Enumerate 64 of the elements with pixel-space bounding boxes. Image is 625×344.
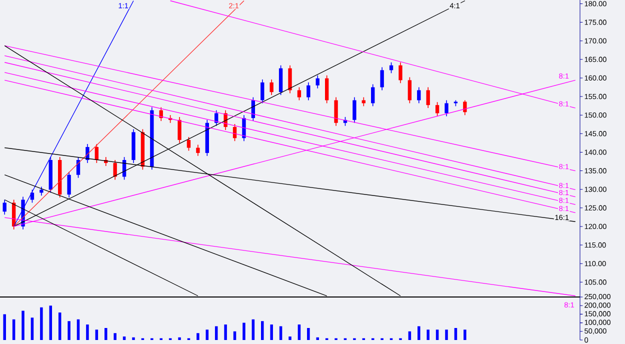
bar: [316, 337, 320, 340]
bar: [298, 324, 301, 340]
candlestick: [444, 100, 448, 117]
candlestick: [435, 102, 440, 117]
candlestick: [76, 156, 80, 178]
bar: [12, 319, 16, 340]
candlestick: [380, 66, 384, 91]
candlestick: [306, 82, 310, 101]
candlestick: [408, 76, 412, 104]
bar: [288, 336, 292, 340]
bar: [114, 333, 116, 340]
bar: [68, 321, 70, 340]
bar: [30, 318, 34, 340]
candlestick: [417, 86, 421, 104]
bar: [252, 319, 255, 340]
bar: [3, 314, 6, 340]
candlestick: [260, 79, 264, 104]
bar: [40, 307, 43, 340]
candlestick: [214, 110, 218, 126]
bar: [95, 330, 98, 340]
bar: [261, 321, 264, 340]
bar: [76, 319, 80, 340]
candlestick: [426, 86, 430, 108]
bar: [58, 312, 62, 340]
candlestick: [196, 144, 200, 156]
bar: [122, 336, 126, 340]
bar: [132, 337, 135, 340]
bar: [436, 330, 439, 340]
candlestick: [297, 86, 302, 101]
bar: [49, 306, 52, 340]
bar: [279, 326, 282, 340]
bar: [22, 310, 24, 340]
candlestick: [242, 114, 246, 142]
candlestick: [270, 79, 274, 96]
candlestick: [316, 74, 320, 89]
candlestick: [178, 116, 182, 144]
candlestick: [186, 136, 191, 152]
candlestick: [278, 64, 283, 96]
candlestick: [67, 171, 71, 198]
candlestick: [2, 199, 6, 215]
candlestick: [352, 96, 356, 124]
bar: [445, 330, 448, 340]
bar: [426, 330, 430, 340]
candlestick: [288, 64, 292, 94]
bar: [178, 337, 181, 340]
candlestick: [398, 62, 402, 84]
candlestick: [113, 160, 117, 180]
bar: [464, 330, 466, 340]
bar: [242, 322, 246, 340]
candlestick: [371, 84, 375, 107]
bar: [196, 333, 200, 340]
candlestick: [463, 100, 467, 116]
bar: [418, 326, 420, 340]
bar: [214, 326, 218, 340]
bar: [224, 324, 227, 340]
candlestick: [334, 96, 338, 126]
bar: [454, 328, 458, 340]
bar: [206, 330, 209, 340]
bar: [86, 324, 89, 340]
bar: [270, 324, 273, 340]
candlestick: [94, 144, 99, 164]
candlestick: [324, 74, 329, 104]
bar: [307, 328, 310, 340]
bar: [104, 328, 108, 340]
